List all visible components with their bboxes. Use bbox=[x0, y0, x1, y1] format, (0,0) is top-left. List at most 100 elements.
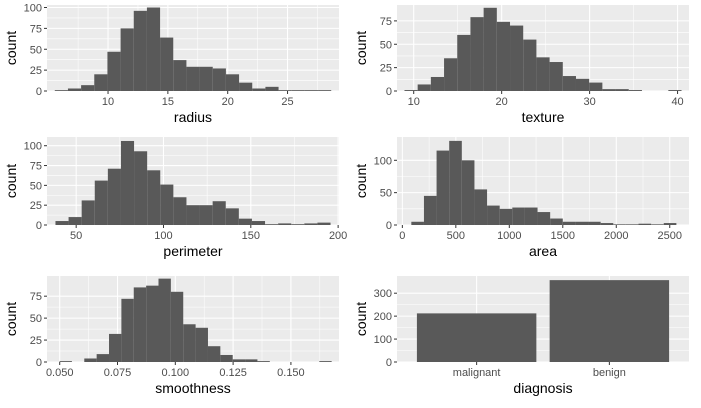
histogram-bar bbox=[304, 90, 319, 91]
histogram-bar bbox=[537, 212, 551, 225]
histogram-bar bbox=[449, 140, 462, 225]
histogram-bar bbox=[430, 76, 445, 91]
histogram-bar bbox=[94, 180, 108, 225]
histogram-bar bbox=[668, 90, 682, 91]
histogram-bar bbox=[146, 285, 159, 362]
x-tick-label: 20 bbox=[496, 96, 508, 108]
x-tick-label: 1000 bbox=[497, 230, 521, 242]
histogram-bar bbox=[487, 205, 500, 225]
x-tick-label: 0.100 bbox=[162, 367, 190, 379]
histogram-bar bbox=[615, 89, 629, 91]
y-tick-label: 75 bbox=[30, 23, 42, 35]
x-axis-title: perimeter bbox=[163, 243, 222, 259]
histogram-bar bbox=[499, 208, 513, 225]
histogram-bar bbox=[589, 82, 603, 91]
x-tick-label: 30 bbox=[583, 96, 595, 108]
histogram-bar bbox=[173, 60, 187, 91]
histogram-bar bbox=[651, 224, 664, 225]
histogram-bar bbox=[319, 361, 332, 362]
histogram-bar bbox=[239, 82, 253, 91]
histogram-bar bbox=[512, 207, 525, 225]
histogram-bar bbox=[199, 205, 213, 225]
histogram-bar bbox=[96, 354, 110, 362]
chart-panel-smoothness: 0 25 50 75 0.050 0.075 0.100 0.125 0.150 smoothne… bbox=[3, 276, 339, 396]
histogram-bar bbox=[524, 207, 538, 225]
histogram-bar bbox=[625, 224, 639, 225]
x-tick-label: 500 bbox=[447, 230, 465, 242]
x-tick-label: 0.150 bbox=[277, 367, 305, 379]
x-axis-title: texture bbox=[522, 109, 565, 125]
histogram-bar bbox=[588, 221, 601, 225]
histogram-bar bbox=[291, 90, 305, 91]
x-tick-label: 0 bbox=[399, 230, 405, 242]
histogram-bar bbox=[120, 140, 135, 225]
y-tick-label: 75 bbox=[30, 291, 42, 303]
histogram-bar bbox=[225, 74, 240, 91]
x-tick-label: 2000 bbox=[604, 230, 628, 242]
x-tick-label: 100 bbox=[154, 230, 172, 242]
histogram-bar bbox=[257, 361, 270, 362]
x-tick-label: 0.125 bbox=[219, 367, 247, 379]
histogram-bar bbox=[134, 151, 148, 225]
chart-panel-perimeter: 0 25 50 75 100 50 100 150 200 perimeter count bbox=[3, 137, 347, 259]
histogram-bar bbox=[186, 205, 200, 225]
histogram-bar bbox=[160, 184, 174, 225]
x-tick-label: 1500 bbox=[551, 230, 575, 242]
histogram-bar bbox=[423, 195, 437, 225]
histogram-bar bbox=[55, 221, 69, 225]
histogram-bar bbox=[549, 62, 563, 91]
x-category-label: malignant bbox=[453, 367, 501, 379]
histogram-bar bbox=[278, 90, 292, 91]
histogram-bar bbox=[663, 223, 677, 225]
histogram-bar bbox=[68, 217, 82, 225]
histogram-bar bbox=[81, 200, 95, 225]
y-tick-label: 100 bbox=[24, 141, 42, 153]
y-tick-label: 50 bbox=[380, 188, 392, 200]
x-axis-title: diagnosis bbox=[513, 380, 572, 396]
histogram-bar bbox=[444, 58, 458, 91]
histogram-bar bbox=[404, 90, 418, 91]
x-tick-label: 25 bbox=[281, 96, 293, 108]
y-tick-label: 0 bbox=[36, 86, 42, 98]
y-tick-label: 25 bbox=[380, 63, 392, 75]
y-axis-title: count bbox=[3, 164, 19, 198]
histogram-bar bbox=[536, 57, 550, 91]
histogram-bar bbox=[67, 88, 82, 91]
histogram-bar bbox=[146, 7, 161, 92]
bar-benign bbox=[549, 280, 670, 362]
y-tick-label: 100 bbox=[24, 3, 42, 15]
x-tick-label: 0.075 bbox=[104, 367, 132, 379]
histogram-bar bbox=[232, 359, 246, 362]
histogram-bar bbox=[474, 189, 488, 225]
histogram-bar bbox=[158, 278, 171, 362]
y-tick-label: 25 bbox=[30, 335, 42, 347]
histogram-bar bbox=[496, 21, 511, 91]
x-axis-title: radius bbox=[174, 109, 212, 125]
y-tick-label: 75 bbox=[30, 161, 42, 173]
histogram-bar bbox=[121, 298, 134, 362]
histogram-bar bbox=[84, 358, 97, 362]
histogram-bar bbox=[238, 218, 252, 225]
x-tick-label: 200 bbox=[329, 230, 347, 242]
histogram-bar bbox=[81, 85, 95, 91]
histogram-bar bbox=[575, 78, 590, 91]
histogram-bar bbox=[602, 89, 616, 91]
x-tick-label: 2500 bbox=[658, 230, 682, 242]
x-tick-label: 150 bbox=[242, 230, 260, 242]
histogram-bar bbox=[483, 7, 497, 91]
y-tick-label: 300 bbox=[374, 288, 392, 300]
histogram-bar bbox=[225, 208, 239, 225]
histogram-bar bbox=[638, 223, 652, 225]
x-axis-title: area bbox=[529, 243, 557, 259]
histogram-bar bbox=[59, 361, 72, 362]
histogram-bar bbox=[212, 201, 226, 225]
histogram-bar bbox=[170, 291, 184, 362]
histogram-bar bbox=[186, 66, 200, 91]
y-axis-title: count bbox=[353, 164, 369, 198]
histogram-bar bbox=[109, 333, 122, 362]
histogram-bar bbox=[251, 221, 266, 225]
chart-panel-texture: 0 25 50 75 10 20 30 40 texture count bbox=[353, 5, 689, 125]
histogram-bar bbox=[417, 84, 431, 91]
